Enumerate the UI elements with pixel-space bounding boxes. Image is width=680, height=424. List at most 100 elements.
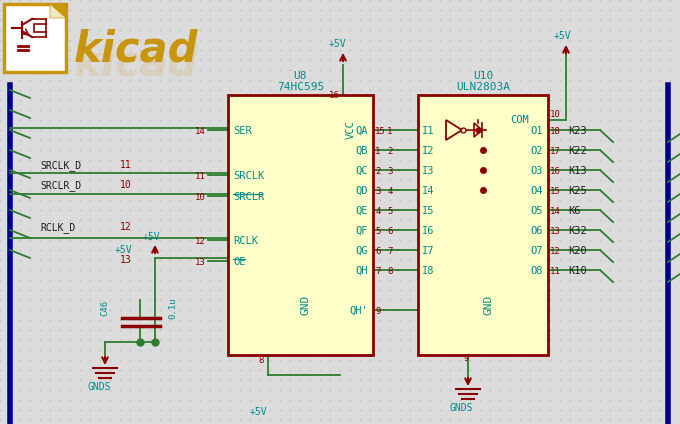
Text: 4: 4 [387, 187, 392, 196]
Polygon shape [50, 4, 66, 18]
Text: 12: 12 [120, 222, 132, 232]
Text: QH': QH' [350, 306, 368, 316]
Text: 14: 14 [550, 207, 561, 216]
Text: 7: 7 [375, 267, 380, 276]
Text: 13: 13 [120, 255, 132, 265]
Text: +5V: +5V [554, 31, 572, 41]
Text: 17: 17 [550, 147, 561, 156]
Text: K32: K32 [568, 226, 587, 236]
Text: K20: K20 [568, 246, 587, 256]
Text: U10: U10 [473, 71, 493, 81]
Text: 11: 11 [550, 267, 561, 276]
Text: 9: 9 [375, 307, 380, 316]
Text: O4: O4 [530, 186, 543, 196]
Text: I5: I5 [422, 206, 435, 216]
Text: QG: QG [356, 246, 368, 256]
Text: O3: O3 [530, 166, 543, 176]
Text: +5V: +5V [329, 39, 347, 49]
Bar [34, 24, 46, 32]
Text: 15: 15 [550, 187, 561, 196]
Text: GND: GND [301, 295, 311, 315]
Text: 10: 10 [195, 193, 206, 202]
Text: ULN2803A: ULN2803A [456, 82, 510, 92]
Text: 5: 5 [375, 227, 380, 236]
Text: SRCLK: SRCLK [233, 171, 265, 181]
Text: K6: K6 [568, 206, 581, 216]
Text: 10: 10 [120, 180, 132, 190]
Text: QC: QC [356, 166, 368, 176]
Text: K22: K22 [568, 146, 587, 156]
Text: 10: 10 [550, 110, 561, 119]
Text: RCLK_D: RCLK_D [40, 222, 75, 233]
Text: QE: QE [356, 206, 368, 216]
Bar [228, 95, 373, 355]
Text: 13: 13 [550, 227, 561, 236]
Text: O6: O6 [530, 226, 543, 236]
Text: K23: K23 [568, 126, 587, 136]
Text: QB: QB [356, 146, 368, 156]
Text: O5: O5 [530, 206, 543, 216]
Text: I3: I3 [422, 166, 435, 176]
Text: COM: COM [510, 115, 529, 125]
Text: QF: QF [356, 226, 368, 236]
Text: 74HC595: 74HC595 [277, 82, 324, 92]
Text: 3: 3 [375, 187, 380, 196]
Text: I2: I2 [422, 146, 435, 156]
Text: SRCLK_D: SRCLK_D [40, 160, 81, 171]
Text: 16: 16 [550, 167, 561, 176]
Polygon shape [50, 4, 66, 18]
Text: 9: 9 [463, 354, 469, 363]
Text: GNDS: GNDS [450, 403, 473, 413]
Text: +5V: +5V [250, 407, 268, 417]
Text: 15: 15 [375, 127, 386, 136]
Text: 11: 11 [195, 172, 206, 181]
Text: kicad: kicad [74, 29, 199, 71]
Text: 6: 6 [387, 227, 392, 236]
Text: +5V: +5V [115, 245, 133, 255]
Text: 5: 5 [387, 207, 392, 216]
Text: I7: I7 [422, 246, 435, 256]
Text: 2: 2 [387, 147, 392, 156]
Text: K13: K13 [568, 166, 587, 176]
Text: O8: O8 [530, 266, 543, 276]
Text: 12: 12 [550, 247, 561, 256]
Text: QH: QH [356, 266, 368, 276]
Text: K10: K10 [568, 266, 587, 276]
Text: GND: GND [483, 295, 493, 315]
Text: O2: O2 [530, 146, 543, 156]
Text: SER: SER [233, 126, 252, 136]
Text: O1: O1 [530, 126, 543, 136]
Text: I6: I6 [422, 226, 435, 236]
Text: +5V: +5V [143, 232, 160, 242]
Text: 12: 12 [195, 237, 206, 246]
Bar [4, 4, 66, 72]
Text: GNDS: GNDS [88, 382, 112, 392]
Text: 4: 4 [375, 207, 380, 216]
Text: kicad: kicad [74, 43, 199, 85]
Text: 2: 2 [375, 167, 380, 176]
Text: 1: 1 [387, 127, 392, 136]
Text: C46: C46 [100, 300, 109, 316]
Text: SRCLR: SRCLR [233, 192, 265, 202]
Text: 11: 11 [120, 160, 132, 170]
Text: 8: 8 [387, 267, 392, 276]
Text: QD: QD [356, 186, 368, 196]
Text: 8: 8 [258, 356, 263, 365]
Text: I8: I8 [422, 266, 435, 276]
Text: VCC: VCC [346, 120, 356, 139]
Text: 16: 16 [329, 91, 340, 100]
Bar [418, 95, 548, 355]
Text: SRCLR_D: SRCLR_D [40, 180, 81, 191]
Text: 14: 14 [195, 127, 206, 136]
Text: 6: 6 [375, 247, 380, 256]
Text: QA: QA [356, 126, 368, 136]
Text: RCLK: RCLK [233, 236, 258, 246]
Text: O7: O7 [530, 246, 543, 256]
Text: 13: 13 [195, 258, 206, 267]
Text: I1: I1 [422, 126, 435, 136]
Text: 7: 7 [387, 247, 392, 256]
Text: 1: 1 [375, 147, 380, 156]
Text: I4: I4 [422, 186, 435, 196]
Text: K25: K25 [568, 186, 587, 196]
Text: U8: U8 [294, 71, 307, 81]
